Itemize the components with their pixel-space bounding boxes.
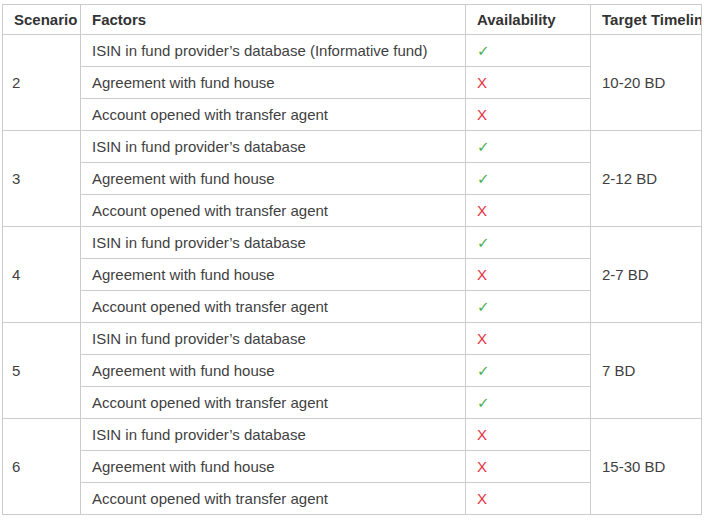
col-header-scenario: Scenario (3, 5, 81, 35)
factor-label-cell: ISIN in fund provider’s database (81, 131, 466, 163)
target-timeline-cell: 2-7 BD (591, 227, 702, 323)
target-timeline-cell: 15-30 BD (591, 419, 702, 515)
factor-label-cell: Agreement with fund house (81, 163, 466, 195)
factor-label-cell: Account opened with transfer agent (81, 99, 466, 131)
availability-cell: X (466, 451, 591, 483)
availability-cell: ✓ (466, 35, 591, 67)
factor-label-cell: Agreement with fund house (81, 67, 466, 99)
check-icon: ✓ (477, 394, 490, 411)
cross-icon: X (477, 74, 487, 91)
cross-icon: X (477, 330, 487, 347)
fund-scenario-table: Scenario Factors Availability Target Tim… (2, 4, 702, 515)
availability-cell: ✓ (466, 387, 591, 419)
factor-label-cell: Agreement with fund house (81, 355, 466, 387)
scenario-number-cell: 5 (3, 323, 81, 419)
header-row: Scenario Factors Availability Target Tim… (3, 5, 702, 35)
factor-label-cell: Agreement with fund house (81, 451, 466, 483)
availability-cell: ✓ (466, 227, 591, 259)
factor-label-cell: Account opened with transfer agent (81, 387, 466, 419)
cross-icon: X (477, 106, 487, 123)
availability-cell: X (466, 99, 591, 131)
check-icon: ✓ (477, 362, 490, 379)
col-header-availability: Availability (466, 5, 591, 35)
cross-icon: X (477, 266, 487, 283)
cross-icon: X (477, 426, 487, 443)
factor-row: 5ISIN in fund provider’s databaseX7 BD (3, 323, 702, 355)
factor-row: 4ISIN in fund provider’s database✓2-7 BD (3, 227, 702, 259)
factor-label-cell: ISIN in fund provider’s database (81, 227, 466, 259)
target-timeline-cell: 2-12 BD (591, 131, 702, 227)
availability-cell: ✓ (466, 131, 591, 163)
col-header-target-timeline: Target Timeline (591, 5, 702, 35)
availability-cell: X (466, 323, 591, 355)
factor-label-cell: ISIN in fund provider’s database (81, 323, 466, 355)
factor-label-cell: Account opened with transfer agent (81, 195, 466, 227)
cross-icon: X (477, 458, 487, 475)
scenario-number-cell: 4 (3, 227, 81, 323)
cross-icon: X (477, 490, 487, 507)
factor-row: 3ISIN in fund provider’s database✓2-12 B… (3, 131, 702, 163)
availability-cell: X (466, 419, 591, 451)
target-timeline-cell: 10-20 BD (591, 35, 702, 131)
table-body: 2ISIN in fund provider’s database (Infor… (3, 35, 702, 515)
col-header-factors: Factors (81, 5, 466, 35)
check-icon: ✓ (477, 298, 490, 315)
factor-label-cell: ISIN in fund provider’s database (Inform… (81, 35, 466, 67)
availability-cell: X (466, 67, 591, 99)
factor-row: 2ISIN in fund provider’s database (Infor… (3, 35, 702, 67)
scenario-number-cell: 3 (3, 131, 81, 227)
cross-icon: X (477, 202, 487, 219)
factor-label-cell: Account opened with transfer agent (81, 483, 466, 515)
scenario-number-cell: 2 (3, 35, 81, 131)
availability-cell: ✓ (466, 163, 591, 195)
factor-label-cell: ISIN in fund provider’s database (81, 419, 466, 451)
factor-label-cell: Agreement with fund house (81, 259, 466, 291)
availability-cell: X (466, 483, 591, 515)
availability-cell: ✓ (466, 355, 591, 387)
availability-cell: X (466, 259, 591, 291)
factor-row: 6ISIN in fund provider’s databaseX15-30 … (3, 419, 702, 451)
availability-cell: X (466, 195, 591, 227)
availability-cell: ✓ (466, 291, 591, 323)
target-timeline-cell: 7 BD (591, 323, 702, 419)
scenario-number-cell: 6 (3, 419, 81, 515)
factor-label-cell: Account opened with transfer agent (81, 291, 466, 323)
check-icon: ✓ (477, 170, 490, 187)
check-icon: ✓ (477, 138, 490, 155)
table-header: Scenario Factors Availability Target Tim… (3, 5, 702, 35)
check-icon: ✓ (477, 234, 490, 251)
page: Scenario Factors Availability Target Tim… (0, 0, 704, 520)
check-icon: ✓ (477, 42, 490, 59)
